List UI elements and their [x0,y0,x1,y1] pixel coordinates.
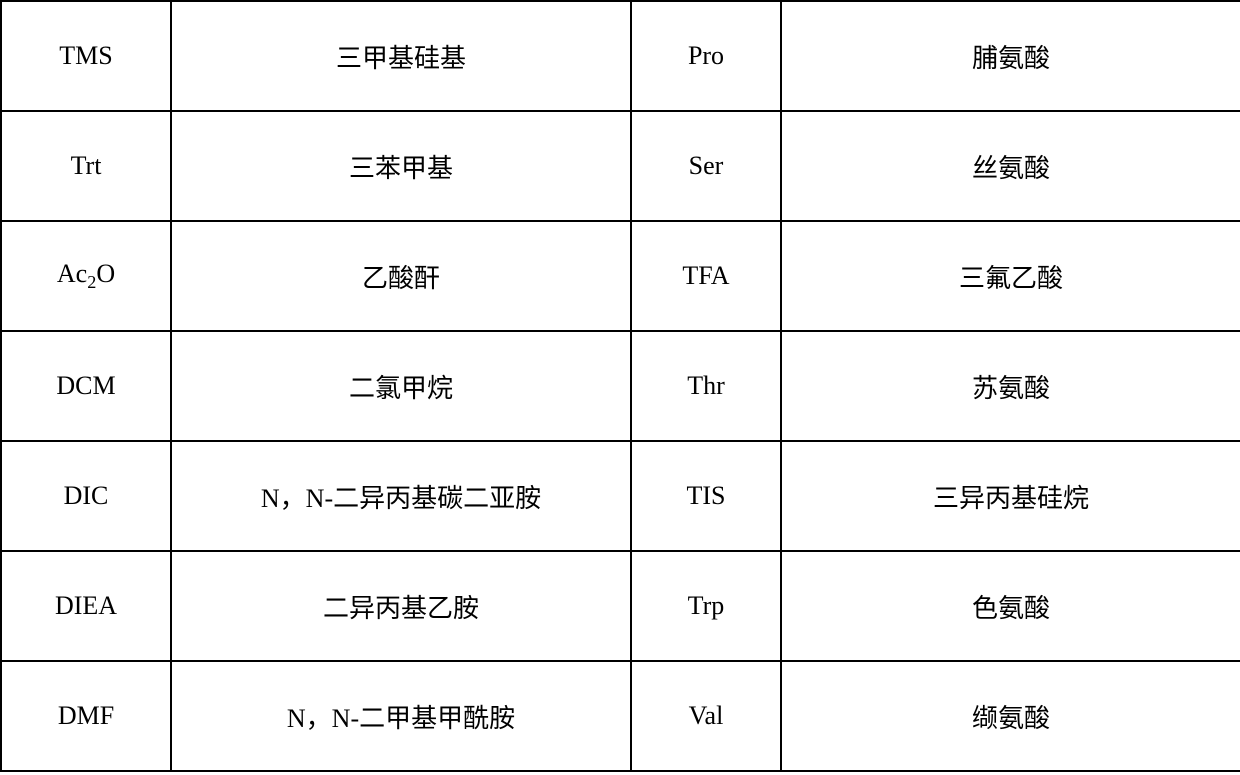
cell-name-right: 苏氨酸 [781,331,1240,441]
cell-name-left: 二异丙基乙胺 [171,551,631,661]
cell-abbr-right: TFA [631,221,781,331]
table-row: DCM 二氯甲烷 Thr 苏氨酸 [1,331,1240,441]
cell-abbr-right: Thr [631,331,781,441]
cell-name-left: 三苯甲基 [171,111,631,221]
cell-abbr-left: TMS [1,1,171,111]
table-row: TMS 三甲基硅基 Pro 脯氨酸 [1,1,1240,111]
cell-abbr-left: DIC [1,441,171,551]
cell-name-right: 三异丙基硅烷 [781,441,1240,551]
table-row: Ac2O 乙酸酐 TFA 三氟乙酸 [1,221,1240,331]
cell-name-right: 脯氨酸 [781,1,1240,111]
cell-name-right: 缬氨酸 [781,661,1240,771]
cell-name-left: 二氯甲烷 [171,331,631,441]
cell-abbr-right: Trp [631,551,781,661]
table-row: Trt 三苯甲基 Ser 丝氨酸 [1,111,1240,221]
table-body: TMS 三甲基硅基 Pro 脯氨酸 Trt 三苯甲基 Ser 丝氨酸 Ac2O … [1,1,1240,771]
cell-abbr-left: DIEA [1,551,171,661]
cell-abbr-left: Trt [1,111,171,221]
cell-abbr-right: Val [631,661,781,771]
cell-abbr-right: Pro [631,1,781,111]
cell-name-right: 三氟乙酸 [781,221,1240,331]
cell-abbr-right: TIS [631,441,781,551]
abbreviation-table: TMS 三甲基硅基 Pro 脯氨酸 Trt 三苯甲基 Ser 丝氨酸 Ac2O … [0,0,1240,772]
cell-abbr-left: DCM [1,331,171,441]
cell-name-left: 三甲基硅基 [171,1,631,111]
cell-name-left: 乙酸酐 [171,221,631,331]
cell-name-left: N，N-二甲基甲酰胺 [171,661,631,771]
cell-name-right: 丝氨酸 [781,111,1240,221]
table-row: DIC N，N-二异丙基碳二亚胺 TIS 三异丙基硅烷 [1,441,1240,551]
table-row: DIEA 二异丙基乙胺 Trp 色氨酸 [1,551,1240,661]
cell-name-left: N，N-二异丙基碳二亚胺 [171,441,631,551]
cell-name-right: 色氨酸 [781,551,1240,661]
cell-abbr-right: Ser [631,111,781,221]
cell-abbr-left: DMF [1,661,171,771]
table-row: DMF N，N-二甲基甲酰胺 Val 缬氨酸 [1,661,1240,771]
cell-abbr-left: Ac2O [1,221,171,331]
